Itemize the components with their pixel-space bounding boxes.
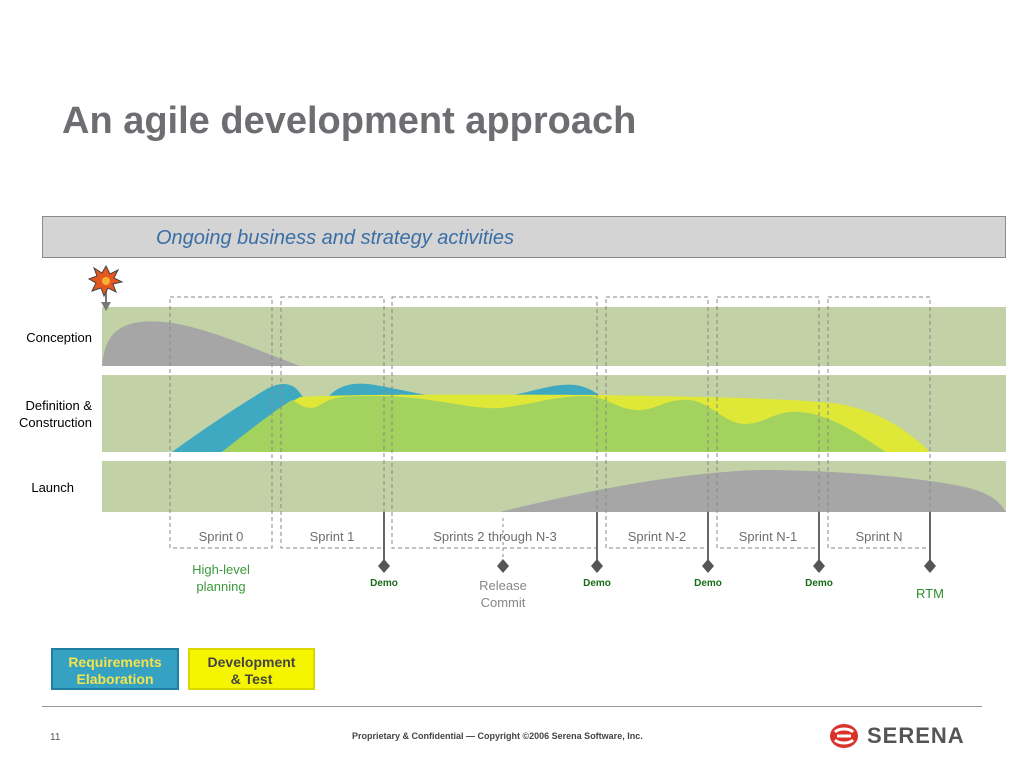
overlap-wave (222, 395, 886, 452)
page-title: An agile development approach (62, 100, 637, 142)
sprint-box-1 (280, 296, 385, 549)
legend-requirements: Requirements Elaboration (51, 648, 179, 690)
sprint-box-2 (391, 296, 598, 549)
release-line1: Release (479, 578, 527, 593)
copyright-text: Proprietary & Confidential — Copyright ©… (352, 731, 643, 741)
kickoff-burst-icon (87, 264, 124, 298)
demo-marker-3 (702, 559, 714, 573)
kickoff-arrow-head (101, 302, 111, 311)
demo-label-1: Demo (370, 578, 398, 589)
release-line2: Commit (480, 595, 526, 610)
page-number: 11 (50, 732, 61, 743)
sprint-label-3: Sprint N-2 (627, 529, 687, 544)
row-label-definition: Definition & Construction (0, 397, 92, 431)
demo-label-2: Demo (583, 578, 611, 589)
legend-development: Development & Test (188, 648, 315, 690)
sprint-label-4: Sprint N-1 (738, 529, 798, 544)
row-label-launch: Launch (31, 480, 74, 495)
banner-text: Ongoing business and strategy activities (156, 227, 514, 249)
legend-req-line2: Elaboration (76, 671, 154, 687)
serena-logo: SERENA (829, 722, 965, 750)
legend-dev-line1: Development (207, 654, 296, 670)
high-level-line2: planning (196, 579, 246, 594)
demo-label-3: Demo (694, 578, 722, 589)
row-label-definition-line1: Definition & (25, 398, 92, 413)
release-marker (497, 559, 509, 573)
demo-label-4: Demo (805, 578, 833, 589)
strategy-banner: Ongoing business and strategy activities (42, 216, 1006, 258)
high-level-line1: High-level (192, 562, 250, 577)
sprint-label-0: Sprint 0 (198, 529, 244, 544)
footer-divider (42, 706, 982, 707)
demo-marker-2 (591, 559, 603, 573)
serena-logo-icon (830, 724, 858, 748)
legend-req-line1: Requirements (68, 654, 162, 670)
launch-hump (500, 470, 1006, 512)
conception-hump (102, 321, 300, 366)
sprint-label-5: Sprint N (855, 529, 903, 544)
sprint-label-2: Sprints 2 through N-3 (433, 529, 557, 544)
release-commit-label: Release Commit (453, 577, 553, 611)
sprint-box-4 (716, 296, 820, 549)
logo-text: SERENA (867, 723, 965, 748)
row-label-conception: Conception (26, 330, 92, 345)
sprint-box-0 (169, 296, 273, 549)
row-label-definition-line2: Construction (19, 415, 92, 430)
demo-marker-4 (813, 559, 825, 573)
demo-marker-1 (378, 559, 390, 573)
rtm-label: RTM (916, 586, 944, 601)
sprint-box-5 (827, 296, 931, 549)
sprint-box-3 (605, 296, 709, 549)
high-level-planning-label: High-level planning (171, 561, 271, 595)
legend-dev-line2: & Test (230, 671, 273, 687)
rtm-marker (924, 559, 936, 573)
sprint-label-1: Sprint 1 (309, 529, 355, 544)
